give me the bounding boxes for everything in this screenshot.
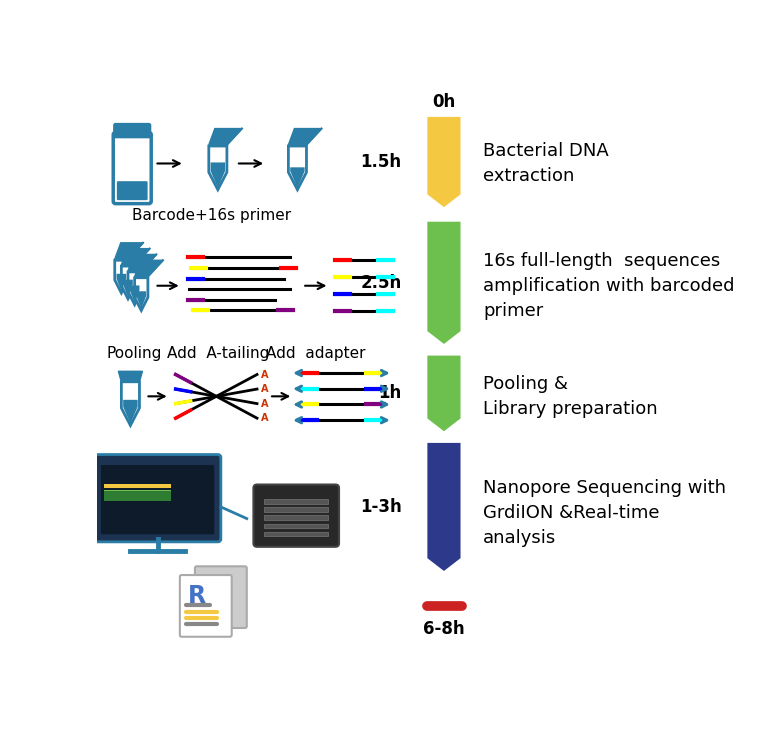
Text: Pooling: Pooling	[107, 346, 162, 361]
Polygon shape	[289, 129, 321, 145]
FancyBboxPatch shape	[114, 132, 151, 203]
Polygon shape	[427, 355, 461, 431]
Polygon shape	[289, 146, 307, 190]
Bar	[265, 499, 328, 503]
Text: A: A	[261, 384, 268, 394]
Text: Barcode+16s primer: Barcode+16s primer	[132, 209, 292, 223]
Polygon shape	[121, 249, 149, 265]
Polygon shape	[427, 117, 461, 207]
Bar	[265, 516, 328, 520]
Polygon shape	[117, 274, 126, 291]
Bar	[104, 490, 171, 494]
Text: Pooling &
Library preparation: Pooling & Library preparation	[483, 375, 657, 418]
Bar	[104, 491, 171, 501]
Bar	[104, 485, 171, 488]
FancyBboxPatch shape	[195, 566, 247, 628]
Polygon shape	[118, 371, 142, 382]
Polygon shape	[290, 167, 305, 188]
Text: 2.5h: 2.5h	[360, 274, 401, 292]
Text: Add  A-tailing: Add A-tailing	[166, 346, 269, 361]
Text: 0h: 0h	[433, 93, 456, 111]
Polygon shape	[209, 129, 242, 145]
Bar	[265, 523, 328, 528]
Polygon shape	[135, 260, 163, 277]
Polygon shape	[128, 255, 156, 271]
Polygon shape	[209, 146, 227, 190]
Polygon shape	[427, 222, 461, 344]
Polygon shape	[136, 291, 146, 308]
FancyBboxPatch shape	[101, 465, 214, 534]
Polygon shape	[121, 382, 139, 426]
FancyBboxPatch shape	[117, 181, 148, 200]
FancyBboxPatch shape	[114, 123, 151, 138]
Text: 1.5h: 1.5h	[361, 153, 401, 171]
Polygon shape	[121, 266, 135, 299]
Text: A: A	[261, 370, 268, 380]
Text: A: A	[261, 414, 268, 423]
Text: 1-3h: 1-3h	[360, 498, 401, 516]
FancyBboxPatch shape	[94, 454, 221, 542]
Polygon shape	[114, 260, 128, 293]
Text: Nanopore Sequencing with
GrdiION &Real-time
analysis: Nanopore Sequencing with GrdiION &Real-t…	[483, 479, 726, 547]
Text: R: R	[187, 584, 206, 608]
Bar	[265, 531, 328, 536]
Text: Add  adapter: Add adapter	[266, 346, 366, 361]
Text: 1h: 1h	[378, 384, 401, 402]
Bar	[265, 507, 328, 512]
Text: A: A	[261, 398, 268, 408]
Text: Bacterial DNA
extraction: Bacterial DNA extraction	[483, 142, 609, 185]
Polygon shape	[114, 243, 143, 259]
FancyBboxPatch shape	[254, 485, 339, 547]
Text: 6-8h: 6-8h	[423, 620, 464, 638]
Polygon shape	[130, 286, 139, 303]
FancyBboxPatch shape	[180, 575, 232, 637]
Polygon shape	[128, 272, 142, 305]
Polygon shape	[123, 280, 133, 297]
Polygon shape	[211, 163, 225, 188]
Text: 16s full-length  sequences
amplification with barcoded
primer: 16s full-length sequences amplification …	[483, 252, 734, 320]
Polygon shape	[123, 400, 138, 423]
Polygon shape	[427, 443, 461, 571]
Polygon shape	[135, 277, 148, 311]
